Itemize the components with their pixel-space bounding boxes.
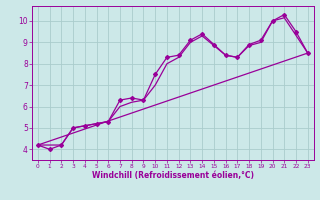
X-axis label: Windchill (Refroidissement éolien,°C): Windchill (Refroidissement éolien,°C) [92, 171, 254, 180]
